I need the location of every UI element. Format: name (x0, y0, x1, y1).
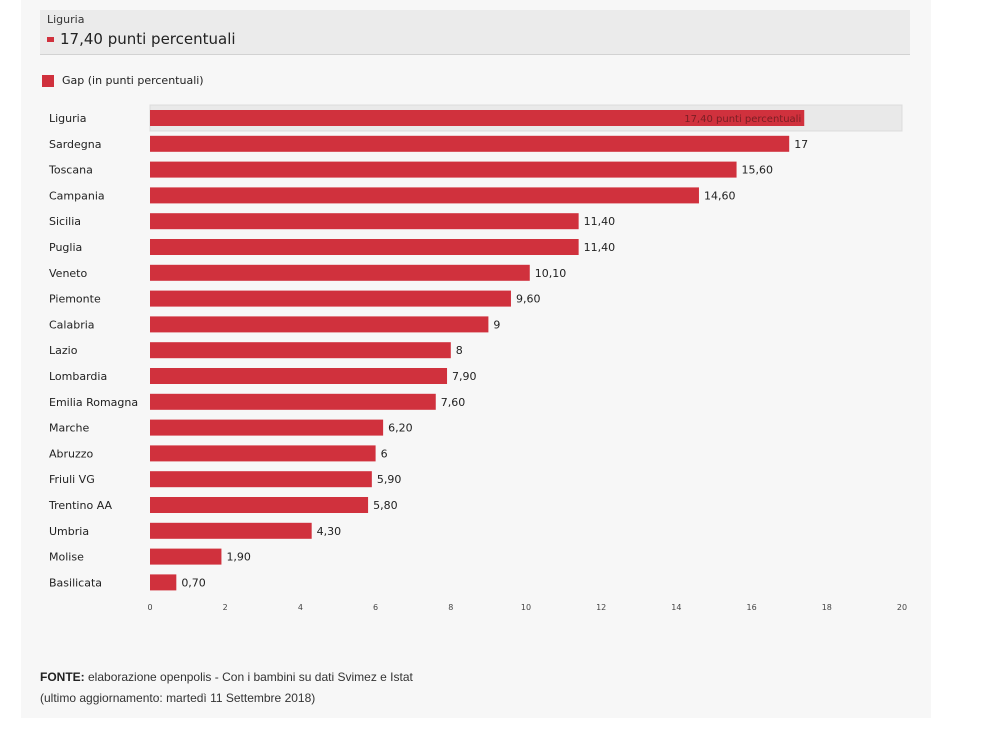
category-label: Calabria (49, 318, 95, 331)
x-tick-label: 16 (747, 603, 757, 612)
category-label: Sardegna (49, 138, 102, 151)
category-label: Veneto (49, 267, 87, 280)
category-label: Lombardia (49, 370, 107, 383)
data-label: 1,90 (226, 551, 251, 564)
category-label: Puglia (49, 241, 82, 254)
category-label: Emilia Romagna (49, 396, 138, 409)
x-tick-label: 6 (373, 603, 378, 612)
category-label: Toscana (48, 164, 93, 177)
category-label: Trentino AA (48, 499, 113, 512)
bar[interactable] (150, 213, 579, 230)
data-label: 7,90 (452, 370, 477, 383)
x-tick-label: 14 (671, 603, 681, 612)
data-label: 4,30 (317, 525, 342, 538)
x-tick-label: 12 (596, 603, 606, 612)
bar[interactable] (150, 264, 530, 281)
category-label: Friuli VG (49, 473, 95, 486)
x-tick-label: 10 (521, 603, 531, 612)
category-label: Campania (49, 189, 105, 202)
tooltip-value-row: 17,40 punti percentuali (47, 30, 236, 48)
source-note: FONTE: elaborazione openpolis - Con i ba… (40, 667, 413, 709)
bar[interactable] (150, 239, 579, 255)
x-tick-label: 20 (897, 603, 907, 612)
category-label: Basilicata (49, 576, 102, 589)
bar[interactable] (150, 548, 222, 565)
bar[interactable] (150, 110, 805, 126)
source-label: FONTE: (40, 670, 85, 684)
x-tick-label: 2 (223, 603, 228, 612)
tooltip-region: Liguria (47, 13, 85, 26)
category-label: Marche (49, 422, 90, 435)
bar[interactable] (150, 393, 436, 410)
data-label: 6,20 (388, 422, 413, 435)
data-label: 8 (456, 344, 463, 357)
bar[interactable] (150, 471, 372, 488)
source-text: elaborazione openpolis - Con i bambini s… (84, 670, 413, 684)
legend-swatch (42, 74, 54, 87)
bar[interactable] (150, 290, 511, 307)
bar-chart: Liguria 17,40 punti percentuali Sardegna 17… (48, 104, 907, 612)
tooltip-swatch (47, 36, 54, 42)
data-label: 17,40 punti percentuali (684, 114, 801, 125)
bar[interactable] (150, 497, 369, 513)
tooltip-value: 17,40 punti percentuali (60, 30, 236, 48)
category-label: Abruzzo (49, 447, 94, 460)
update-line: (ultimo aggiornamento: martedì 11 Settem… (40, 691, 316, 705)
category-label: Molise (49, 551, 84, 564)
bar[interactable] (150, 419, 384, 436)
data-label: 14,60 (704, 189, 736, 202)
bar[interactable] (150, 368, 448, 384)
bar[interactable] (150, 574, 177, 591)
bar[interactable] (150, 187, 699, 204)
category-label: Piemonte (49, 293, 101, 306)
bar[interactable] (150, 342, 451, 359)
data-label: 17 (794, 138, 808, 151)
data-label: 10,10 (535, 267, 567, 280)
legend[interactable]: Gap (in punti percentuali) (42, 74, 204, 87)
data-label: 0,70 (181, 576, 206, 589)
x-tick-label: 0 (147, 603, 152, 612)
tooltip: Liguria 17,40 punti percentuali (40, 10, 910, 55)
data-label: 11,40 (584, 241, 616, 254)
x-tick-label: 4 (298, 603, 303, 612)
x-tick-label: 18 (822, 603, 832, 612)
data-label: 7,60 (441, 396, 466, 409)
source-line: FONTE: elaborazione openpolis - Con i ba… (40, 667, 413, 688)
bar[interactable] (150, 161, 737, 178)
category-label: Sicilia (49, 215, 81, 228)
category-label: Liguria (49, 112, 86, 125)
bar[interactable] (150, 316, 489, 333)
data-label: 6 (381, 447, 388, 460)
data-label: 15,60 (742, 164, 774, 177)
x-tick-label: 8 (448, 603, 453, 612)
legend-label: Gap (in punti percentuali) (62, 74, 204, 87)
data-label: 9,60 (516, 293, 541, 306)
data-label: 5,90 (377, 473, 402, 486)
data-label: 5,80 (373, 499, 398, 512)
bar[interactable] (150, 445, 376, 462)
data-label: 11,40 (584, 215, 616, 228)
category-label: Lazio (49, 344, 78, 357)
data-label: 9 (493, 318, 500, 331)
category-label: Umbria (49, 525, 89, 538)
bar[interactable] (150, 522, 312, 539)
bar[interactable] (150, 135, 790, 152)
